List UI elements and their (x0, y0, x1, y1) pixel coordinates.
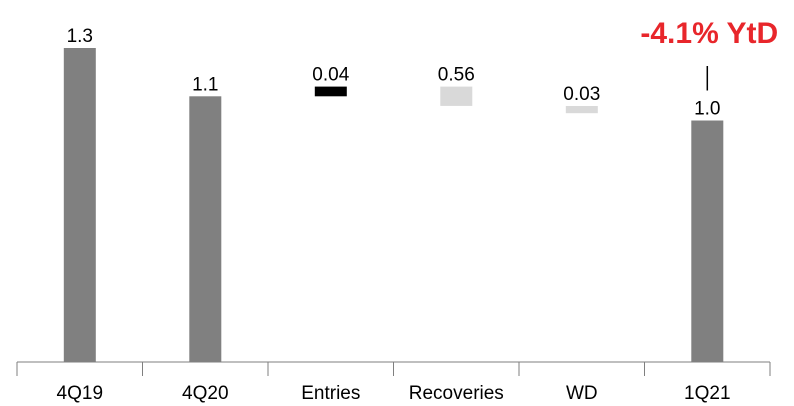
x-tick-label-entries: Entries (301, 383, 360, 404)
bar-wd (565, 106, 598, 114)
data-label-recoveries: 0.56 (438, 65, 475, 86)
data-label-4q19: 1.3 (67, 26, 93, 47)
x-tick-label-4q19: 4Q19 (57, 383, 103, 404)
bar-4q20 (189, 96, 222, 363)
bar-recoveries (440, 86, 473, 106)
bars-layer (63, 48, 724, 363)
data-label-entries: 0.04 (312, 65, 349, 86)
bar-4q19 (63, 48, 96, 362)
x-tick-label-wd: WD (566, 383, 598, 404)
x-tick-label-4q20: 4Q20 (182, 383, 228, 404)
annotation-layer: -4.1% YtD (640, 17, 778, 91)
data-labels-layer: 1.3 1.1 0.04 0.56 0.03 1.0 (67, 26, 721, 120)
data-label-wd: 0.03 (563, 84, 600, 105)
bar-1q21 (691, 120, 724, 362)
data-label-4q20: 1.1 (192, 74, 218, 95)
x-tick-label-1q21: 1Q21 (684, 383, 730, 404)
x-tick-label-recoveries: Recoveries (409, 383, 504, 404)
data-label-1q21: 1.0 (694, 99, 720, 120)
annotation-ytd-change: -4.1% YtD (640, 17, 778, 50)
x-axis: 4Q19 4Q20 Entries Recoveries WD 1Q21 (16, 361, 771, 404)
bar-entries (314, 86, 347, 97)
